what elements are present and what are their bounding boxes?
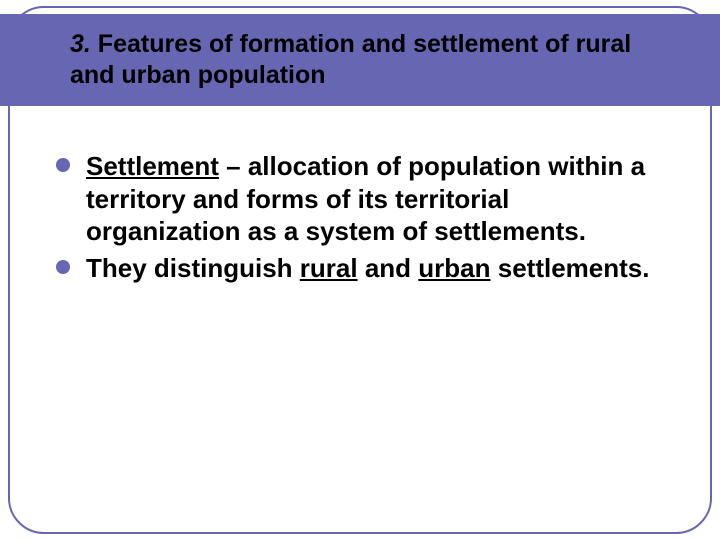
underlined-text: rural	[300, 253, 358, 283]
body-area: Settlement – allocation of population wi…	[56, 150, 664, 288]
bullet-item: They distinguish rural and urban settlem…	[56, 252, 664, 285]
slide-title: 3. Features of formation and settlement …	[0, 29, 720, 92]
title-main: Features of formation and settlement of …	[70, 30, 631, 89]
bullet-dot-icon	[56, 260, 70, 274]
title-prefix: 3.	[70, 30, 91, 58]
bullet-list: Settlement – allocation of population wi…	[56, 150, 664, 284]
body-text: settlements.	[491, 253, 650, 283]
body-text: and	[358, 253, 419, 283]
underlined-text: Settlement	[86, 151, 219, 181]
body-text: They distinguish	[86, 253, 300, 283]
bullet-dot-icon	[56, 158, 70, 172]
bullet-item: Settlement – allocation of population wi…	[56, 150, 664, 248]
title-band: 3. Features of formation and settlement …	[0, 14, 720, 106]
underlined-text: urban	[418, 253, 490, 283]
